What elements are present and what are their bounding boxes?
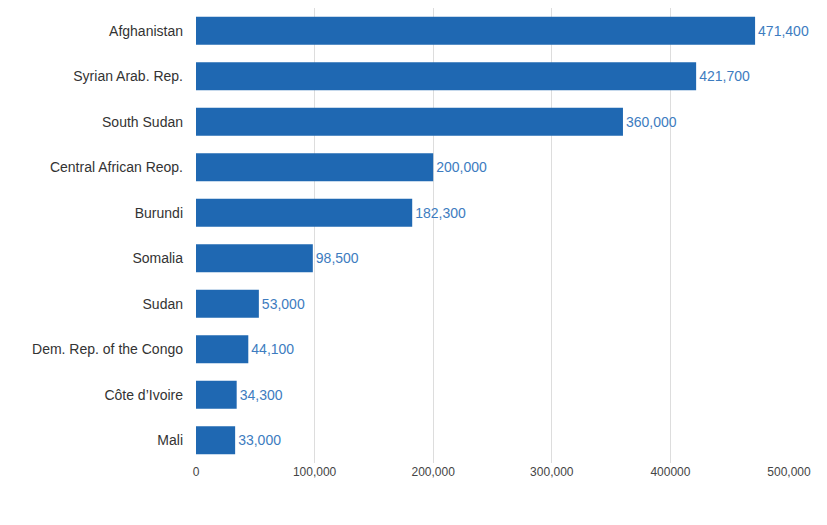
svg-text:400000: 400000 bbox=[650, 465, 690, 479]
svg-text:Central African Reop.: Central African Reop. bbox=[50, 159, 183, 175]
svg-text:471,400: 471,400 bbox=[758, 23, 809, 39]
svg-text:182,300: 182,300 bbox=[415, 205, 466, 221]
svg-text:33,000: 33,000 bbox=[238, 432, 281, 448]
svg-text:0: 0 bbox=[193, 465, 200, 479]
svg-text:500,000: 500,000 bbox=[767, 465, 811, 479]
svg-text:Côte d’Ivoire: Côte d’Ivoire bbox=[104, 387, 183, 403]
svg-text:200,000: 200,000 bbox=[412, 465, 456, 479]
svg-text:Dem. Rep. of the Congo: Dem. Rep. of the Congo bbox=[32, 341, 183, 357]
svg-text:34,300: 34,300 bbox=[240, 387, 283, 403]
svg-text:360,000: 360,000 bbox=[626, 114, 677, 130]
svg-text:200,000: 200,000 bbox=[436, 159, 487, 175]
svg-text:Mali: Mali bbox=[157, 432, 183, 448]
svg-text:Somalia: Somalia bbox=[132, 250, 183, 266]
svg-text:421,700: 421,700 bbox=[699, 68, 750, 84]
svg-text:South Sudan: South Sudan bbox=[102, 114, 183, 130]
svg-text:100,000: 100,000 bbox=[293, 465, 337, 479]
svg-text:Afghanistan: Afghanistan bbox=[109, 23, 183, 39]
svg-text:Syrian Arab. Rep.: Syrian Arab. Rep. bbox=[73, 68, 183, 84]
svg-text:Sudan: Sudan bbox=[143, 296, 183, 312]
svg-text:300,000: 300,000 bbox=[530, 465, 574, 479]
svg-text:53,000: 53,000 bbox=[262, 296, 305, 312]
svg-text:98,500: 98,500 bbox=[316, 250, 359, 266]
svg-text:Burundi: Burundi bbox=[135, 205, 183, 221]
svg-text:44,100: 44,100 bbox=[251, 341, 294, 357]
